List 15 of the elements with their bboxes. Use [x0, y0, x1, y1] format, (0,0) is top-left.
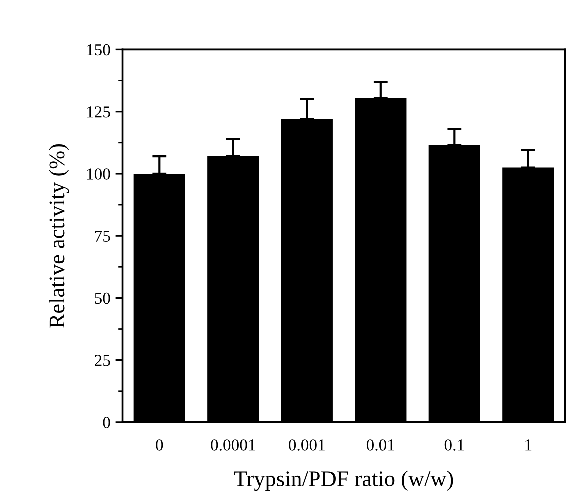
x-tick-label: 1: [526, 440, 532, 451]
x-tick-label: 0.001: [289, 440, 325, 451]
x-tick-label: 0.01: [366, 440, 394, 451]
y-tick-label: 125: [87, 106, 110, 118]
x-tick-label: 0.0001: [211, 440, 256, 451]
y-tick-label: 0: [103, 417, 110, 428]
y-tick-label: 100: [87, 168, 110, 180]
y-tick-label: 75: [95, 230, 110, 242]
x-axis-title: Trypsin/PDF ratio (w/w): [234, 470, 454, 492]
x-tick-label: 0.1: [444, 440, 464, 451]
y-tick-label: 150: [87, 44, 110, 56]
y-tick-label: 50: [95, 292, 110, 304]
x-tick-label: 0: [156, 440, 164, 451]
y-axis-title: Relative activity (%): [49, 144, 70, 328]
y-tick-label: 25: [95, 355, 110, 366]
